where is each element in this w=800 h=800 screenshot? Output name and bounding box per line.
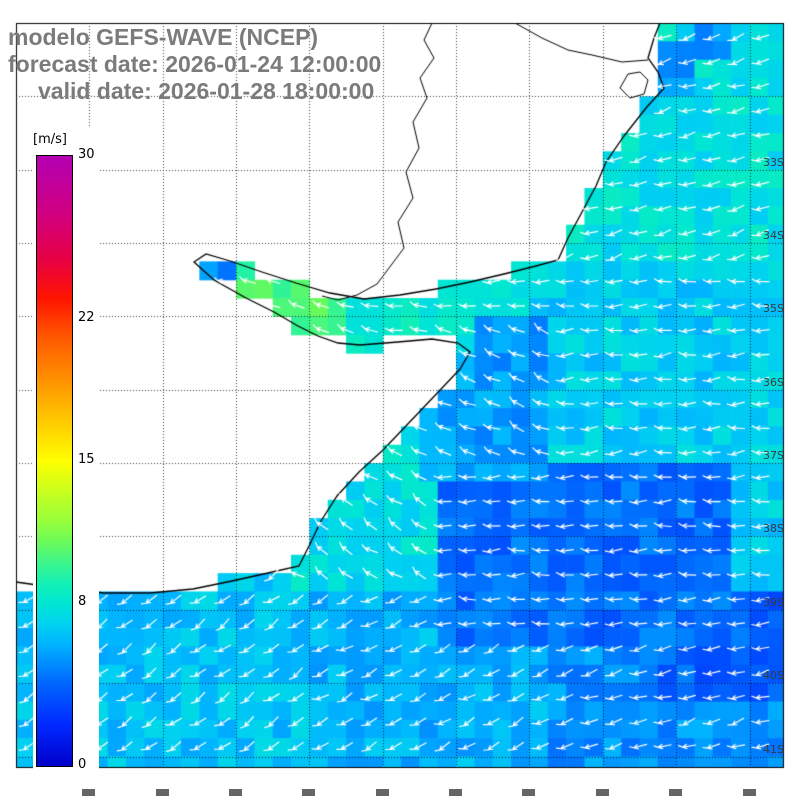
lat-label-39S: 39S <box>763 595 784 609</box>
legend-tick-15: 15 <box>78 452 95 467</box>
lat-label-38S: 38S <box>763 522 784 536</box>
lat-label-40S: 40S <box>763 669 784 683</box>
cut-longitude-label <box>522 789 536 796</box>
legend-color-bar <box>36 155 73 767</box>
lat-label-36S: 36S <box>763 375 784 389</box>
legend-unit-label: [m/s] <box>33 132 67 147</box>
model-title: modelo GEFS-WAVE (NCEP) <box>8 24 319 50</box>
lat-label-37S: 37S <box>763 449 784 463</box>
legend-tick-30: 30 <box>78 147 95 162</box>
forecast-date: forecast date: 2026-01-24 12:00:00 <box>8 51 382 77</box>
cut-longitude-label <box>449 789 463 796</box>
legend-tick-8: 8 <box>78 594 87 610</box>
cut-longitude-label <box>375 789 389 796</box>
cut-longitude-label <box>302 789 316 796</box>
cut-longitude-label <box>155 789 169 796</box>
lat-label-41S: 41S <box>763 742 784 756</box>
color-scale-legend: [m/s] 30 22 15 8 0 <box>33 128 99 776</box>
lat-label-34S: 34S <box>763 229 784 243</box>
cut-longitude-label <box>595 789 609 796</box>
legend-tick-22: 22 <box>78 309 95 325</box>
lat-label-35S: 35S <box>763 302 784 316</box>
cut-longitude-label <box>742 789 756 796</box>
cut-longitude-label <box>82 789 96 796</box>
lat-label-33S: 33S <box>763 155 784 169</box>
map-header: modelo GEFS-WAVE (NCEP) forecast date: 2… <box>8 24 381 105</box>
cut-longitude-label <box>229 789 243 796</box>
valid-date: valid date: 2026-01-28 18:00:00 <box>38 78 375 104</box>
legend-tick-0: 0 <box>78 757 87 772</box>
cut-longitude-label <box>669 789 683 796</box>
